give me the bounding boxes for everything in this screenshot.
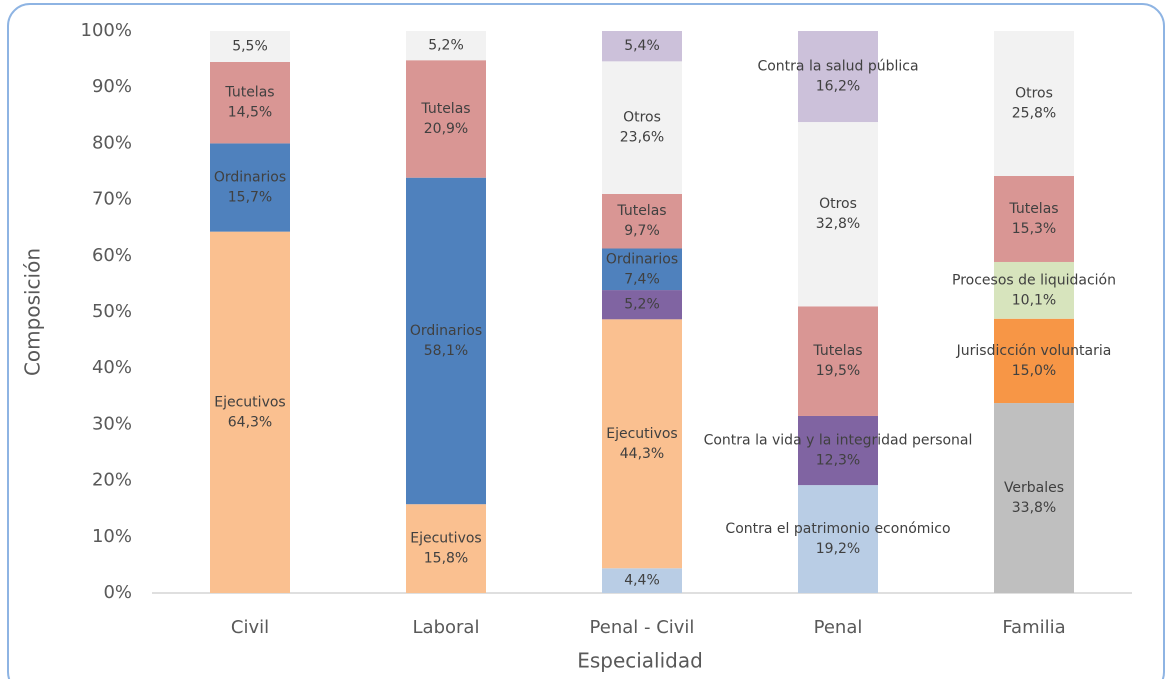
segment-value-label: 44,3% — [620, 446, 664, 462]
segment-value-label: 15,7% — [228, 190, 272, 206]
x-tick-label: Penal — [814, 617, 863, 638]
segment-value-label: 5,4% — [624, 38, 660, 54]
segment-value-label: 64,3% — [228, 414, 272, 430]
segment-name: Ordinarios — [410, 323, 482, 339]
segment-value-label: 10,1% — [1012, 292, 1056, 308]
bar-segment — [798, 122, 878, 307]
y-tick-label: 60% — [92, 245, 132, 266]
bar-segment — [602, 248, 682, 291]
segment-value-label: 12,3% — [816, 453, 860, 469]
y-tick-label: 70% — [92, 189, 132, 210]
bar-segment — [210, 143, 290, 232]
segment-name: Verbales — [1004, 480, 1064, 496]
segment-value-label: 32,8% — [816, 216, 860, 232]
bar-segment — [798, 485, 878, 593]
segment-value-label: 16,2% — [816, 79, 860, 95]
segment-name: Otros — [623, 110, 661, 126]
segment-value-label: 4,4% — [624, 573, 660, 589]
segment-name: Tutelas — [812, 343, 862, 359]
bar-segment — [406, 177, 486, 505]
y-tick-label: 50% — [92, 301, 132, 322]
bar-segment — [602, 319, 682, 569]
x-tick-label: Familia — [1002, 617, 1065, 638]
bar-segment — [994, 261, 1074, 319]
bar-segment — [798, 415, 878, 486]
y-tick-label: 100% — [81, 20, 132, 41]
segment-value-label: 5,2% — [428, 38, 464, 54]
bar-segment — [406, 60, 486, 178]
y-tick-label: 30% — [92, 413, 132, 434]
segment-name: Ejecutivos — [410, 531, 481, 547]
x-tick-label: Penal - Civil — [590, 617, 695, 638]
segment-name: Otros — [819, 196, 857, 212]
segment-name: Contra la vida y la integridad personal — [704, 433, 973, 449]
segment-value-label: 58,1% — [424, 343, 468, 359]
y-tick-label: 20% — [92, 470, 132, 491]
segment-value-label: 19,2% — [816, 541, 860, 557]
segment-name: Tutelas — [224, 85, 274, 101]
frame — [7, 3, 1165, 679]
bar-segment — [602, 193, 682, 249]
y-tick-label: 90% — [92, 76, 132, 97]
segment-value-label: 23,6% — [620, 130, 664, 146]
y-axis-label: Composición — [21, 248, 45, 376]
bar-segment — [994, 175, 1074, 262]
bar-segment — [994, 318, 1074, 404]
segment-name: Tutelas — [420, 101, 470, 117]
y-tick-label: 10% — [92, 526, 132, 547]
segment-value-label: 7,4% — [624, 271, 660, 287]
bar-segment — [602, 290, 682, 320]
y-tick-label: 0% — [103, 582, 132, 603]
segment-value-label: 15,0% — [1012, 363, 1056, 379]
x-tick-label: Civil — [231, 617, 269, 638]
bar-segment — [602, 61, 682, 194]
segment-value-label: 20,9% — [424, 121, 468, 137]
bar-segment — [994, 31, 1074, 176]
segment-name: Contra el patrimonio económico — [725, 521, 950, 537]
y-tick-label: 80% — [92, 132, 132, 153]
segment-name: Ejecutivos — [606, 426, 677, 442]
bar-segment — [798, 306, 878, 416]
bar-segment — [602, 31, 682, 62]
segment-name: Jurisdicción voluntaria — [956, 343, 1112, 359]
x-tick-label: Laboral — [413, 617, 480, 638]
bar-segment — [210, 31, 290, 62]
segment-name: Tutelas — [616, 203, 666, 219]
segment-name: Ordinarios — [214, 170, 286, 186]
segment-value-label: 25,8% — [1012, 105, 1056, 121]
segment-name: Tutelas — [1008, 201, 1058, 217]
segment-value-label: 5,2% — [624, 297, 660, 313]
bar-segment — [406, 31, 486, 61]
bar-segment — [994, 403, 1074, 593]
segment-value-label: 9,7% — [624, 223, 660, 239]
bar-segment — [210, 231, 290, 593]
segment-value-label: 19,5% — [816, 363, 860, 379]
y-tick-label: 40% — [92, 357, 132, 378]
segment-name: Ordinarios — [606, 251, 678, 267]
segment-name: Ejecutivos — [214, 394, 285, 410]
segment-value-label: 15,8% — [424, 551, 468, 567]
segment-name: Otros — [1015, 85, 1053, 101]
segment-name: Procesos de liquidación — [952, 272, 1116, 288]
bar-segment — [798, 31, 878, 123]
segment-value-label: 33,8% — [1012, 500, 1056, 516]
bar-segment — [602, 568, 682, 593]
segment-value-label: 5,5% — [232, 38, 268, 54]
segment-value-label: 15,3% — [1012, 221, 1056, 237]
segment-name: Contra la salud pública — [757, 59, 918, 75]
bar-segment — [406, 504, 486, 593]
x-axis-label: Especialidad — [577, 649, 703, 673]
bar-segment — [210, 61, 290, 144]
segment-value-label: 14,5% — [228, 105, 272, 121]
